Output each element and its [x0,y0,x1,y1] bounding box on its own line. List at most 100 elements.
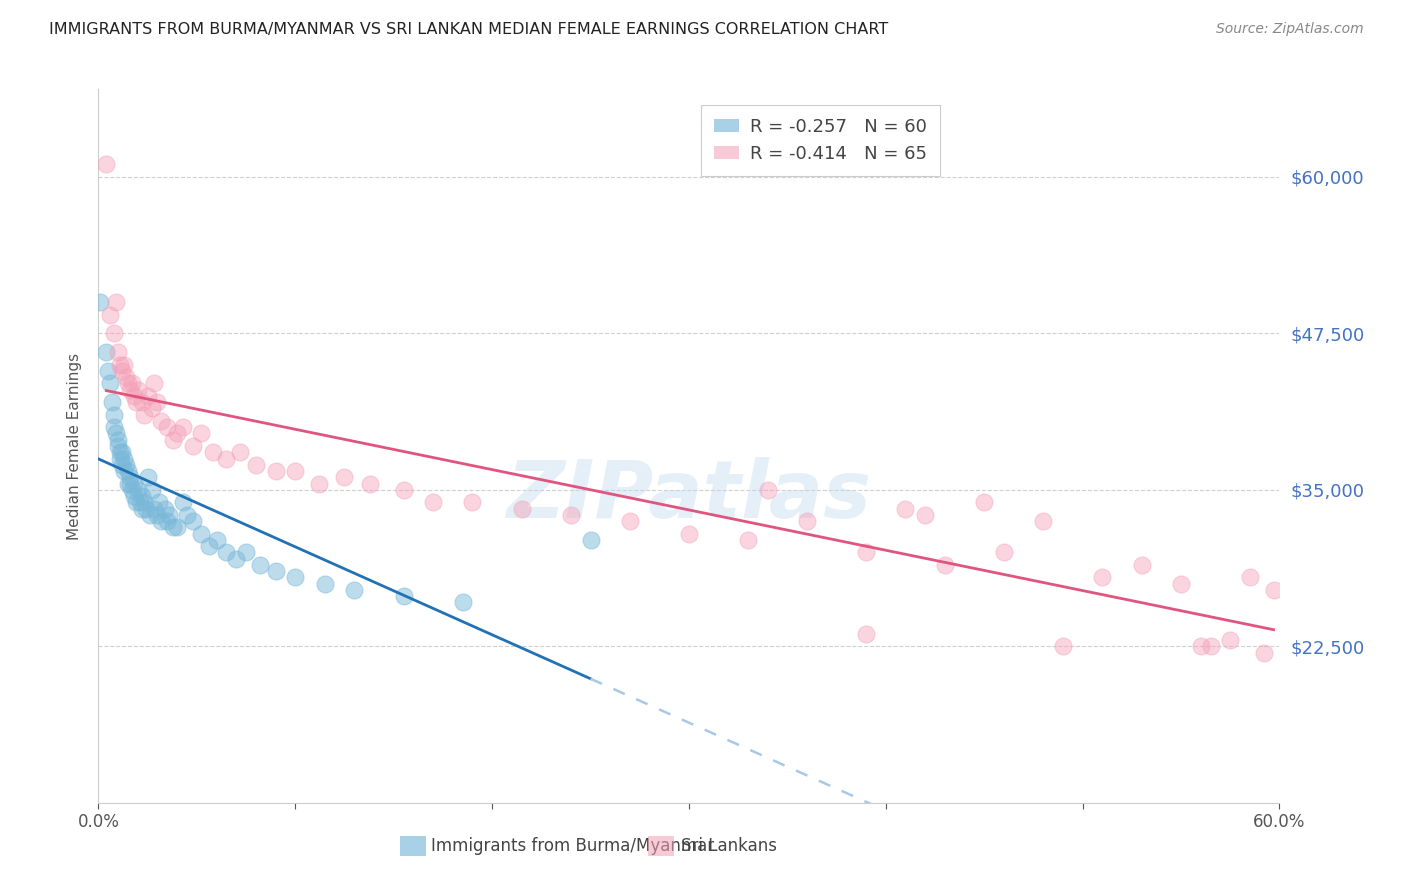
Point [117,464,139,478]
Point [1170,576,1192,591]
Text: Source: ZipAtlas.com: Source: ZipAtlas.com [1216,22,1364,37]
Point [142,501,165,516]
Point [1130,558,1153,572]
Point [162,433,184,447]
Point [176,508,198,522]
Point [122,489,145,503]
Point [131,501,153,516]
Point [101,395,124,409]
Point [560,508,582,522]
Bar [648,837,673,856]
Point [96,345,118,359]
Point [112,464,135,478]
Point [190,426,212,441]
Point [190,526,212,541]
Point [122,389,145,403]
Point [1091,570,1114,584]
Point [138,508,160,522]
Point [215,451,238,466]
Point [1219,633,1241,648]
Point [135,501,157,516]
Point [229,445,252,459]
Point [392,483,415,497]
Text: Immigrants from Burma/Myanmar: Immigrants from Burma/Myanmar [432,838,714,855]
Point [96,157,118,171]
Point [855,627,877,641]
Point [111,445,134,459]
Point [359,476,381,491]
Point [756,483,779,497]
Point [108,358,131,372]
Point [510,501,533,516]
Point [284,464,307,478]
Point [451,595,474,609]
Point [125,395,148,409]
Point [993,545,1015,559]
Point [1032,514,1054,528]
Text: IMMIGRANTS FROM BURMA/MYANMAR VS SRI LANKAN MEDIAN FEMALE EARNINGS CORRELATION C: IMMIGRANTS FROM BURMA/MYANMAR VS SRI LAN… [49,22,889,37]
Point [98,376,121,391]
Point [128,495,150,509]
Point [201,445,224,459]
Point [107,439,129,453]
Point [118,383,141,397]
Point [215,545,238,559]
Point [103,326,125,341]
Point [121,376,143,391]
Point [146,395,169,409]
Point [115,458,138,472]
Point [181,514,204,528]
Point [1263,582,1285,597]
Point [894,501,917,516]
Point [333,470,356,484]
Point [112,358,135,372]
Point [132,408,155,422]
Point [117,476,139,491]
Y-axis label: Median Female Earnings: Median Female Earnings [67,352,83,540]
Text: Sri Lankans: Sri Lankans [681,838,776,855]
Point [148,495,170,509]
Point [973,495,995,509]
Point [166,426,188,441]
Point [121,483,143,497]
Point [197,539,219,553]
Point [155,501,177,516]
Point [284,570,307,584]
Point [107,345,129,359]
Point [141,483,163,497]
Point [796,514,818,528]
Point [127,383,149,397]
Legend: R = -0.257   N = 60, R = -0.414   N = 65: R = -0.257 N = 60, R = -0.414 N = 65 [702,105,939,176]
Point [156,514,179,528]
Point [461,495,484,509]
Point [934,558,956,572]
Point [1239,570,1261,584]
Point [181,439,204,453]
Point [107,433,129,447]
Point [141,401,163,416]
Point [125,495,148,509]
Point [157,508,180,522]
Point [108,445,131,459]
Point [103,420,125,434]
Point [105,295,128,310]
Text: ZIPatlas: ZIPatlas [506,457,872,535]
Point [97,364,120,378]
Point [1052,640,1074,654]
Point [142,376,165,391]
Point [314,576,336,591]
Point [118,476,141,491]
Point [111,364,134,378]
Point [103,408,125,422]
Point [619,514,641,528]
Point [235,545,257,559]
Point [579,533,602,547]
Point [108,451,131,466]
Point [1199,640,1222,654]
Point [205,533,228,547]
Point [136,389,159,403]
Point [115,370,138,384]
Point [89,295,111,310]
Point [127,483,149,497]
Point [914,508,936,522]
